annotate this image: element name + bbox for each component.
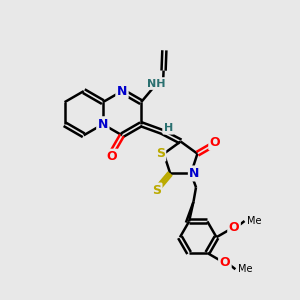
Text: Me: Me [238,264,253,274]
Text: O: O [220,256,230,269]
Text: N: N [98,118,108,131]
Text: O: O [106,150,117,163]
Text: O: O [210,136,220,149]
Text: S: S [156,147,165,160]
Text: NH: NH [147,79,166,88]
Text: Me: Me [248,216,262,226]
Text: N: N [117,85,127,98]
Text: S: S [152,184,161,197]
Text: O: O [229,221,239,234]
Text: N: N [189,167,200,180]
Text: H: H [164,123,173,133]
